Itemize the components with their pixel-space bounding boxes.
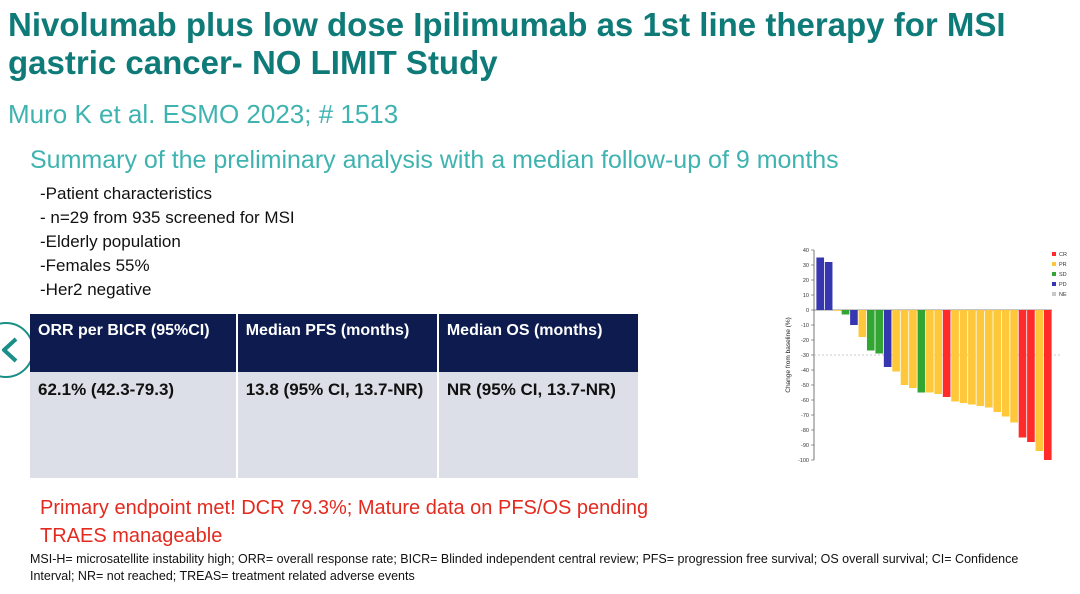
results-table: ORR per BICR (95%CI) Median PFS (months)… <box>30 314 638 478</box>
waterfall-bar <box>866 310 875 351</box>
bullet-item: -Females 55% <box>40 256 150 275</box>
legend-label: NE <box>1059 292 1067 298</box>
y-axis-label: Change from baseline (%) <box>785 317 792 393</box>
waterfall-bar <box>833 310 841 311</box>
waterfall-bar <box>900 310 909 385</box>
safety-note: TRAES manageable <box>40 525 223 547</box>
waterfall-bar <box>850 310 858 325</box>
legend-label: SD <box>1059 272 1067 278</box>
y-tick-label: -50 <box>801 383 809 389</box>
y-tick-label: -10 <box>801 323 809 329</box>
bullet-item: - n=29 from 935 screened for MSI <box>40 208 295 227</box>
legend-label: PD <box>1059 282 1067 288</box>
waterfall-bar <box>824 262 833 310</box>
bullet-item: -Her2 negative <box>40 280 152 299</box>
y-tick-label: -40 <box>801 368 809 374</box>
abbreviations-footnote: MSI-H= microsatellite instability high; … <box>30 552 1019 583</box>
slide-title: Nivolumab plus low dose Ipilimumab as 1s… <box>8 6 1006 81</box>
primary-endpoint-note: Primary endpoint met! DCR 79.3%; Mature … <box>40 497 649 519</box>
bullet-list: -Patient characteristics - n=29 from 935… <box>40 182 295 302</box>
y-tick-label: 10 <box>803 293 809 299</box>
table-cell-pfs: 13.8 (95% CI, 13.7-NR) <box>237 372 439 478</box>
y-tick-label: -20 <box>801 338 809 344</box>
table-cell-orr: 62.1% (42.3-79.3) <box>30 372 238 478</box>
waterfall-bar <box>1001 310 1010 417</box>
waterfall-bar <box>858 310 867 337</box>
y-tick-label: -100 <box>798 458 809 464</box>
y-tick-label: -30 <box>801 353 809 359</box>
table-row: 62.1% (42.3-79.3) 13.8 (95% CI, 13.7-NR)… <box>30 372 638 478</box>
waterfall-bar <box>968 310 976 405</box>
chevron-left-icon <box>2 337 18 363</box>
waterfall-bar <box>892 310 900 372</box>
table-cell-os: NR (95% CI, 13.7-NR) <box>438 372 638 478</box>
table-header-pfs: Median PFS (months) <box>237 314 439 372</box>
slide-subtitle: Summary of the preliminary analysis with… <box>30 146 839 174</box>
waterfall-bar <box>909 310 917 388</box>
waterfall-bar <box>875 310 884 354</box>
y-tick-label: 20 <box>803 278 809 284</box>
table-header-os: Median OS (months) <box>438 314 638 372</box>
table-header-orr: ORR per BICR (95%CI) <box>30 314 238 372</box>
y-tick-label: 40 <box>803 248 809 254</box>
waterfall-bar <box>841 310 850 315</box>
y-tick-label: -60 <box>801 398 809 404</box>
y-tick-label: -90 <box>801 443 809 449</box>
legend-swatch <box>1052 292 1056 296</box>
waterfall-bar <box>942 310 951 397</box>
bullet-item: -Elderly population <box>40 232 181 251</box>
legend-label: PR <box>1059 262 1067 268</box>
waterfall-bar <box>1010 310 1018 423</box>
bullet-item: -Patient characteristics <box>40 184 212 203</box>
y-tick-label: 30 <box>803 263 809 269</box>
y-tick-label: -80 <box>801 428 809 434</box>
y-tick-label: -70 <box>801 413 809 419</box>
waterfall-chart: 40 30 20 10 0 -10 -20 -30 -40 -50 -60 -70 -80 -90 -100… <box>785 248 1067 464</box>
y-tick-label: 0 <box>806 308 809 314</box>
waterfall-bar <box>883 310 892 367</box>
citation: Muro K et al. ESMO 2023; # 1513 <box>8 99 399 129</box>
waterfall-bar <box>984 310 993 408</box>
previous-slide-button[interactable] <box>0 322 34 378</box>
waterfall-bar <box>1027 310 1035 442</box>
legend-swatch <box>1052 282 1056 286</box>
legend-swatch <box>1052 272 1056 276</box>
waterfall-bar <box>816 257 825 310</box>
waterfall-bar <box>934 310 943 394</box>
legend-label: CR <box>1059 252 1067 258</box>
table-header-row: ORR per BICR (95%CI) Median PFS (months)… <box>30 314 638 372</box>
legend-swatch <box>1052 252 1056 256</box>
waterfall-bar <box>1018 310 1027 438</box>
waterfall-bar <box>951 310 959 402</box>
waterfall-bar <box>1035 310 1044 451</box>
waterfall-bar <box>959 310 968 403</box>
waterfall-bar <box>976 310 985 406</box>
legend-swatch <box>1052 262 1056 266</box>
waterfall-bar <box>993 310 1002 412</box>
waterfall-bar <box>925 310 934 393</box>
waterfall-bar <box>917 310 926 393</box>
waterfall-bar <box>1043 310 1052 460</box>
